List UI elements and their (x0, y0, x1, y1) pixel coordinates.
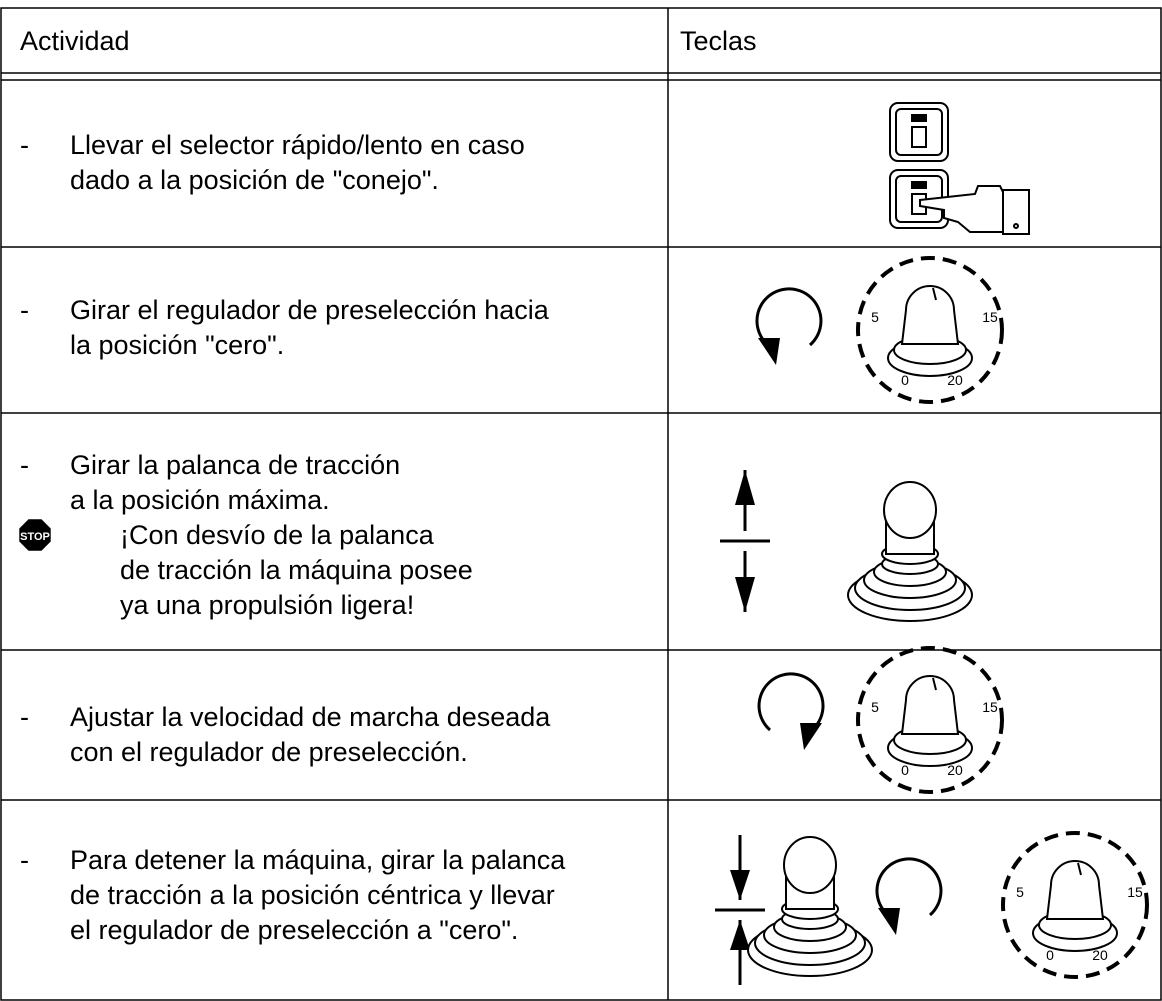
text-line: a la posición máxima. (70, 485, 330, 515)
dial-knob (900, 675, 960, 735)
joystick-icon (847, 481, 973, 622)
dial-label: 20 (947, 762, 963, 778)
dial-mark (932, 677, 937, 691)
dial-label: 0 (1046, 947, 1054, 963)
dial-label: 20 (1092, 947, 1108, 963)
note-line: de tracción la máquina posee (120, 555, 473, 585)
dial-label: 15 (1127, 884, 1143, 900)
dial-knob (900, 285, 960, 345)
rotate-arrow (755, 287, 823, 365)
cuff-button (1013, 223, 1019, 229)
arrow-head (758, 338, 780, 365)
dial-mark (932, 287, 937, 301)
dial-label: 0 (901, 372, 909, 388)
text-line: Ajustar la velocidad de marcha deseada (70, 702, 551, 732)
arrow-head (735, 470, 755, 505)
stop-icon: STOP (19, 519, 51, 551)
dial-ring (1001, 831, 1149, 979)
dial-label: 20 (947, 372, 963, 388)
dial-label: 5 (871, 699, 879, 715)
rotate-arrow (757, 672, 825, 750)
arrow-arc (757, 672, 825, 735)
text-line: Girar la palanca de tracción (70, 450, 401, 480)
key-icon (889, 102, 949, 162)
header-cell: Actividad (20, 26, 130, 56)
note-line: ya una propulsión ligera! (120, 590, 415, 620)
text-line: la posición "cero". (70, 330, 285, 360)
joystick-knob (883, 481, 937, 539)
dial-icon: 5 15 0 20 (856, 256, 1004, 404)
text-line: con el regulador de preselección. (70, 737, 468, 767)
header-cell: Teclas (680, 26, 757, 56)
bullet: - (20, 845, 29, 875)
text-line: el regulador de preselección a "cero". (70, 915, 519, 945)
note-line: ¡Con desvío de la palanca (120, 520, 434, 550)
dial-label: 15 (982, 309, 998, 325)
dial-label: 5 (1016, 884, 1024, 900)
arrow-arc (875, 857, 943, 920)
dial-icon: 5 15 0 20 (856, 646, 1004, 794)
dial-label: 15 (982, 699, 998, 715)
dial-knob (1045, 860, 1105, 920)
bullet: - (20, 295, 29, 325)
arrow-head (878, 908, 900, 935)
arrow-arc (755, 287, 823, 350)
table-border (0, 7, 1162, 1001)
dial-label: 0 (901, 762, 909, 778)
joystick-knob (783, 836, 837, 894)
push-arrows (720, 470, 770, 612)
bullet: - (20, 450, 29, 480)
joystick-icon (747, 836, 873, 977)
arrow-head (730, 920, 750, 950)
arrow-head (735, 577, 755, 612)
arrow-head (730, 870, 750, 900)
dial-icon: 5 15 0 20 (1001, 831, 1149, 979)
dial-mark (1077, 862, 1082, 876)
push-arrows (715, 835, 765, 985)
bullet: - (20, 702, 29, 732)
text-line: Girar el regulador de preselección hacia (70, 295, 549, 325)
text-line: de tracción a la posición céntrica y lle… (70, 880, 555, 910)
key-led (911, 181, 927, 189)
key-outer (889, 102, 949, 162)
key-inner (895, 108, 943, 156)
text-line: Llevar el selector rápido/lento en caso (70, 130, 525, 160)
stop-label: STOP (20, 531, 50, 543)
key-led (911, 114, 927, 122)
text-line: dado a la posición de "conejo". (70, 165, 439, 195)
stop-octagon (19, 519, 51, 551)
rotate-arrow (875, 857, 943, 935)
dial-ring (856, 646, 1004, 794)
hand-icon (919, 185, 1030, 235)
hand (919, 185, 1006, 233)
dial-label: 5 (871, 309, 879, 325)
key-symbol (911, 126, 927, 148)
bullet: - (20, 130, 29, 160)
arrow-head (800, 723, 822, 750)
text-line: Para detener la máquina, girar la palanc… (70, 845, 566, 875)
dial-ring (856, 256, 1004, 404)
